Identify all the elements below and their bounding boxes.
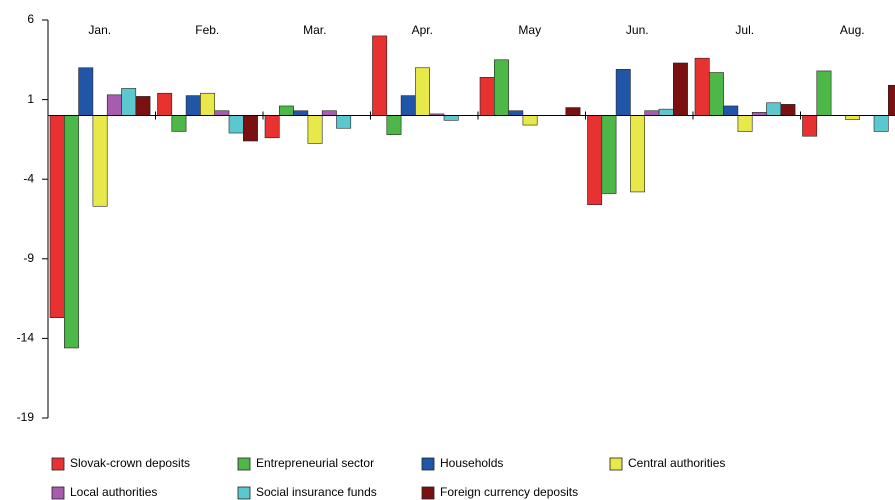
bar — [587, 115, 603, 205]
bar — [508, 110, 524, 116]
bar — [321, 110, 337, 116]
bar — [228, 115, 244, 134]
bar — [479, 77, 495, 116]
bar — [630, 115, 646, 193]
x-tick-label: Mar. — [303, 23, 326, 37]
legend-label: Households — [440, 456, 503, 470]
bar — [658, 108, 674, 116]
bar — [121, 88, 137, 116]
bar — [78, 67, 94, 116]
bar — [64, 115, 79, 349]
bar — [415, 67, 430, 116]
bar — [845, 115, 861, 120]
bar — [615, 69, 631, 116]
bar — [644, 110, 660, 116]
bar — [802, 115, 818, 137]
bar — [493, 59, 509, 116]
legend-swatch — [51, 486, 65, 500]
bar — [171, 115, 187, 132]
x-tick-label: Jun. — [626, 23, 649, 37]
bar — [766, 102, 782, 116]
bar — [386, 115, 402, 135]
bar — [565, 107, 581, 116]
bar — [157, 92, 173, 116]
bar — [214, 110, 230, 116]
y-tick-label: 6 — [27, 12, 34, 26]
bar — [723, 105, 739, 116]
bar — [278, 105, 294, 116]
legend-label: Foreign currency deposits — [440, 485, 578, 499]
bar — [264, 115, 280, 139]
bar — [601, 115, 617, 194]
bar — [185, 95, 201, 116]
bar — [522, 115, 538, 126]
y-tick-label: -14 — [17, 331, 35, 345]
bar — [372, 35, 388, 116]
bar — [443, 115, 459, 121]
legend-swatch — [51, 457, 65, 471]
y-tick-label: 1 — [27, 92, 34, 106]
bar — [737, 115, 753, 132]
legend-label: Entrepreneurial sector — [256, 456, 374, 470]
legend-swatch — [421, 486, 435, 500]
bar — [400, 95, 416, 116]
legend-label: Central authorities — [628, 456, 725, 470]
x-tick-label: May — [518, 23, 541, 37]
bar — [243, 115, 258, 142]
x-tick-label: Jul. — [735, 23, 754, 37]
legend-swatch — [237, 486, 251, 500]
legend-label: Slovak-crown deposits — [70, 456, 190, 470]
bar — [106, 94, 122, 116]
bar — [92, 115, 108, 207]
legend-swatch — [609, 457, 623, 471]
bar — [816, 70, 832, 116]
x-tick-label: Jan. — [88, 23, 111, 37]
y-tick-label: -19 — [17, 410, 35, 424]
bar — [887, 84, 895, 116]
y-tick-label: -4 — [23, 171, 34, 185]
legend-label: Local authorities — [70, 485, 157, 499]
bar — [49, 115, 65, 319]
legend-swatch — [421, 457, 435, 471]
x-tick-label: Apr. — [412, 23, 433, 37]
bar — [780, 104, 796, 116]
bar — [694, 57, 710, 116]
legend-swatch — [237, 457, 251, 471]
bar — [293, 110, 309, 116]
bar — [307, 115, 323, 144]
bar — [336, 115, 352, 129]
bar — [708, 72, 724, 116]
bar — [200, 92, 215, 116]
bar — [135, 96, 151, 116]
bar — [873, 115, 889, 132]
x-tick-label: Aug. — [840, 23, 865, 37]
y-tick-label: -9 — [23, 251, 34, 265]
bar — [672, 62, 688, 116]
x-tick-label: Feb. — [195, 23, 219, 37]
legend-label: Social insurance funds — [256, 485, 377, 499]
